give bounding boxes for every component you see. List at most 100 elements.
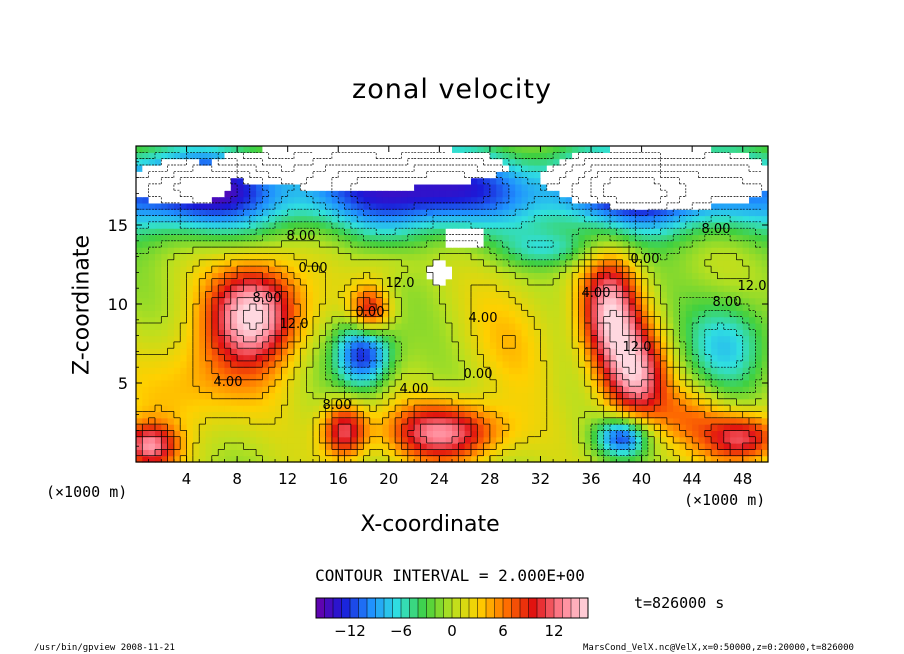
- field-cell: [205, 146, 213, 153]
- field-cell: [483, 322, 491, 330]
- field-cell: [142, 424, 150, 431]
- field-cell: [666, 304, 674, 311]
- field-cell: [294, 164, 301, 172]
- field-cell: [635, 436, 643, 444]
- field-cell: [628, 411, 636, 419]
- field-cell: [281, 278, 289, 286]
- field-cell: [603, 285, 611, 292]
- field-cell: [534, 266, 542, 273]
- field-cell: [622, 234, 630, 242]
- field-cell: [401, 443, 409, 450]
- field-cell: [641, 196, 649, 204]
- field-cell: [742, 354, 750, 362]
- field-cell: [211, 228, 219, 236]
- field-cell: [698, 411, 706, 419]
- field-cell: [647, 335, 655, 343]
- field-cell: [420, 202, 428, 210]
- field-cell: [224, 177, 232, 185]
- field-cell: [635, 430, 643, 438]
- field-cell: [395, 146, 403, 153]
- field-cell: [540, 190, 548, 198]
- field-cell: [660, 386, 668, 394]
- field-cell: [237, 424, 245, 431]
- field-cell: [628, 190, 636, 198]
- field-cell: [679, 209, 687, 217]
- field-cell: [698, 379, 706, 387]
- field-cell: [294, 209, 301, 217]
- field-cell: [249, 259, 257, 267]
- field-cell: [654, 152, 662, 160]
- field-cell: [742, 322, 750, 330]
- field-cell: [685, 272, 693, 280]
- field-cell: [603, 310, 611, 318]
- field-cell: [622, 379, 630, 387]
- field-cell: [502, 335, 510, 343]
- field-cell: [331, 386, 339, 394]
- field-cell: [666, 209, 674, 217]
- field-cell: [325, 411, 333, 419]
- field-cell: [180, 240, 188, 248]
- field-cell: [610, 310, 617, 318]
- field-cell: [294, 228, 301, 236]
- field-cell: [312, 202, 320, 210]
- field-cell: [464, 360, 472, 368]
- field-cell: [433, 152, 440, 160]
- field-cell: [395, 436, 403, 444]
- field-cell: [350, 443, 358, 450]
- field-cell: [647, 392, 655, 400]
- field-cell: [218, 202, 226, 210]
- field-cell: [540, 221, 548, 229]
- field-cell: [294, 272, 301, 280]
- field-cell: [641, 253, 649, 261]
- field-cell: [755, 221, 763, 229]
- field-cell: [300, 158, 308, 166]
- field-cell: [527, 373, 535, 381]
- field-cell: [749, 240, 756, 248]
- field-cell: [496, 228, 504, 236]
- field-cell: [136, 240, 143, 248]
- field-cell: [546, 228, 554, 236]
- field-cell: [742, 367, 750, 375]
- field-cell: [167, 310, 175, 318]
- field-cell: [502, 171, 510, 179]
- field-cell: [395, 291, 403, 299]
- field-cell: [300, 316, 308, 324]
- field-cell: [647, 259, 655, 267]
- field-cell: [192, 430, 200, 438]
- field-cell: [603, 278, 611, 286]
- field-cell: [325, 360, 333, 368]
- field-cell: [376, 272, 384, 280]
- field-cell: [603, 221, 611, 229]
- field-cell: [591, 171, 598, 179]
- field-cell: [591, 196, 598, 204]
- field-cell: [262, 259, 270, 267]
- field-cell: [433, 373, 440, 381]
- field-cell: [312, 253, 320, 261]
- field-cell: [464, 424, 472, 431]
- field-cell: [256, 177, 263, 185]
- field-cell: [730, 221, 737, 229]
- field-cell: [534, 259, 542, 267]
- field-cell: [331, 209, 339, 217]
- field-cell: [597, 146, 605, 153]
- field-cell: [584, 348, 592, 356]
- field-cell: [565, 190, 573, 198]
- field-cell: [647, 183, 655, 191]
- field-cell: [496, 392, 504, 400]
- field-cell: [237, 209, 245, 217]
- field-cell: [641, 228, 649, 236]
- field-cell: [464, 443, 472, 450]
- field-cell: [180, 411, 188, 419]
- field-cell: [647, 253, 655, 261]
- field-cell: [388, 259, 396, 267]
- field-cell: [287, 329, 295, 337]
- field-cell: [199, 240, 207, 248]
- field-cell: [312, 152, 320, 160]
- field-cell: [553, 272, 561, 280]
- field-cell: [312, 316, 320, 324]
- field-cell: [344, 272, 352, 280]
- field-cell: [192, 436, 200, 444]
- field-cell: [136, 455, 143, 463]
- field-cell: [717, 253, 725, 261]
- field-cell: [382, 430, 390, 438]
